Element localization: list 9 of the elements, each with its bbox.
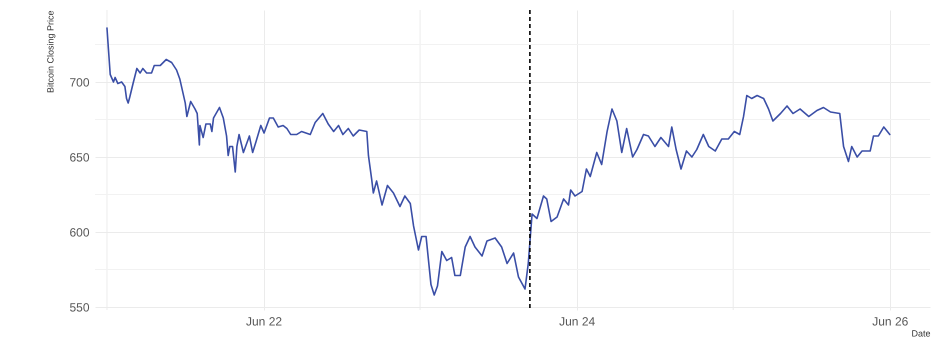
y-tick-label: 600 bbox=[69, 226, 90, 240]
y-axis-title: Bitcoin Closing Price bbox=[45, 10, 56, 94]
y-tick-label: 650 bbox=[69, 150, 90, 164]
x-tick-label: Jun 26 bbox=[872, 314, 909, 328]
x-tick-label: Jun 22 bbox=[246, 314, 282, 328]
x-axis-title: Date bbox=[911, 328, 930, 338]
x-tick-label: Jun 24 bbox=[559, 314, 596, 328]
y-tick-label: 550 bbox=[69, 300, 90, 314]
y-tick-label: 700 bbox=[69, 76, 90, 90]
